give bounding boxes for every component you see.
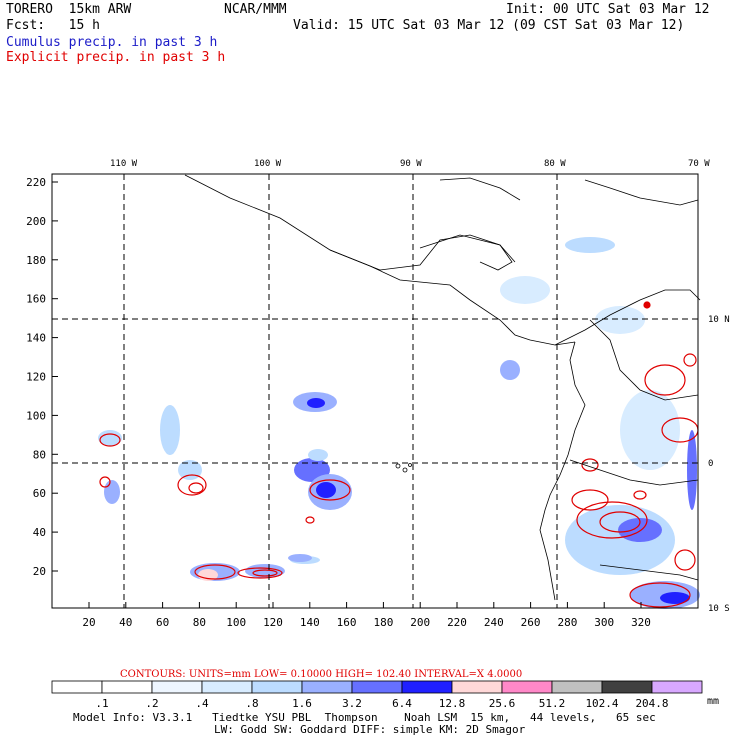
colorbar-label: 25.6 xyxy=(489,697,516,710)
model-info-line: Model Info: V3.3.1 Tiedtke YSU PBL Thomp… xyxy=(73,711,656,724)
colorbar-swatch xyxy=(151,680,203,694)
coastlines xyxy=(184,174,701,601)
colorbar-swatch xyxy=(251,680,303,694)
valid-time: Valid: 15 UTC Sat 03 Mar 12 (09 CST Sat … xyxy=(293,18,685,33)
colorbar-label: 6.4 xyxy=(392,697,412,710)
y-tick-label: 40 xyxy=(33,526,46,539)
x-tick-label: 280 xyxy=(557,616,577,629)
model-physics-line: LW: Godd SW: Goddard DIFF: simple KM: 2D… xyxy=(214,723,526,736)
y-tick-label: 140 xyxy=(26,332,46,345)
map-frame xyxy=(51,173,699,609)
forecast-hour: Fcst: 15 h xyxy=(6,18,100,33)
x-tick-label: 320 xyxy=(631,616,651,629)
x-tick-label: 220 xyxy=(447,616,467,629)
colorbar-swatch xyxy=(101,680,153,694)
y-tick-label: 80 xyxy=(33,448,46,461)
colorbar-swatch xyxy=(301,680,353,694)
colorbar xyxy=(51,680,703,694)
organization-label: NCAR/MMM xyxy=(224,2,287,17)
model-title: TORERO 15km ARW xyxy=(6,2,132,17)
x-tick-label: 120 xyxy=(263,616,283,629)
lat-label: 10 S xyxy=(708,604,730,614)
colorbar-units: mm xyxy=(707,696,719,707)
lon-label: 80 W xyxy=(544,159,566,169)
y-tick-label: 60 xyxy=(33,487,46,500)
x-tick-label: 40 xyxy=(119,616,132,629)
x-tick-label: 60 xyxy=(156,616,169,629)
explicit-precip-contours xyxy=(99,301,699,608)
lon-label: 100 W xyxy=(254,159,282,169)
cumulus-field-label: Cumulus precip. in past 3 h xyxy=(6,35,218,50)
latlon-grid xyxy=(52,174,698,608)
y-tick-label: 180 xyxy=(26,254,46,267)
cumulus-precip-shading xyxy=(98,237,700,609)
y-tick-label: 200 xyxy=(26,215,46,228)
colorbar-swatch xyxy=(351,680,403,694)
x-tick-label: 140 xyxy=(300,616,320,629)
colorbar-swatch xyxy=(651,680,703,694)
colorbar-label: .1 xyxy=(95,697,108,710)
lat-label: 0 xyxy=(708,459,713,469)
init-time: Init: 00 UTC Sat 03 Mar 12 xyxy=(506,2,710,17)
x-tick-label: 200 xyxy=(410,616,430,629)
y-tick-label: 160 xyxy=(26,293,46,306)
x-tick-label: 80 xyxy=(193,616,206,629)
lat-label: 10 N xyxy=(708,315,730,325)
x-tick-label: 180 xyxy=(373,616,393,629)
colorbar-label: .8 xyxy=(245,697,258,710)
lon-label: 110 W xyxy=(110,159,138,169)
y-tick-label: 20 xyxy=(33,565,46,578)
x-tick-label: 100 xyxy=(226,616,246,629)
y-tick-label: 220 xyxy=(26,176,46,189)
colorbar-label: 51.2 xyxy=(539,697,566,710)
colorbar-swatch xyxy=(451,680,503,694)
lon-label: 90 W xyxy=(400,159,422,169)
colorbar-swatch xyxy=(201,680,253,694)
colorbar-swatch xyxy=(401,680,453,694)
x-tick-label: 20 xyxy=(82,616,95,629)
colorbar-swatch xyxy=(551,680,603,694)
lon-label: 70 W xyxy=(688,159,710,169)
colorbar-label: 102.4 xyxy=(585,697,618,710)
x-tick-label: 240 xyxy=(484,616,504,629)
colorbar-swatch xyxy=(51,680,103,694)
x-tick-label: 160 xyxy=(337,616,357,629)
axis-ticks xyxy=(52,181,642,608)
colorbar-label: .4 xyxy=(195,697,209,710)
x-tick-label: 260 xyxy=(521,616,541,629)
colorbar-label: 1.6 xyxy=(292,697,312,710)
colorbar-label: 3.2 xyxy=(342,697,362,710)
explicit-field-label: Explicit precip. in past 3 h xyxy=(6,50,226,65)
colorbar-label: .2 xyxy=(145,697,158,710)
colorbar-label: 12.8 xyxy=(439,697,466,710)
y-tick-label: 120 xyxy=(26,371,46,384)
contours-info: CONTOURS: UNITS=mm LOW= 0.10000 HIGH= 10… xyxy=(120,669,522,680)
colorbar-swatch xyxy=(601,680,653,694)
colorbar-label: 204.8 xyxy=(635,697,668,710)
y-tick-label: 100 xyxy=(26,409,46,422)
colorbar-swatch xyxy=(501,680,553,694)
x-tick-label: 300 xyxy=(594,616,614,629)
